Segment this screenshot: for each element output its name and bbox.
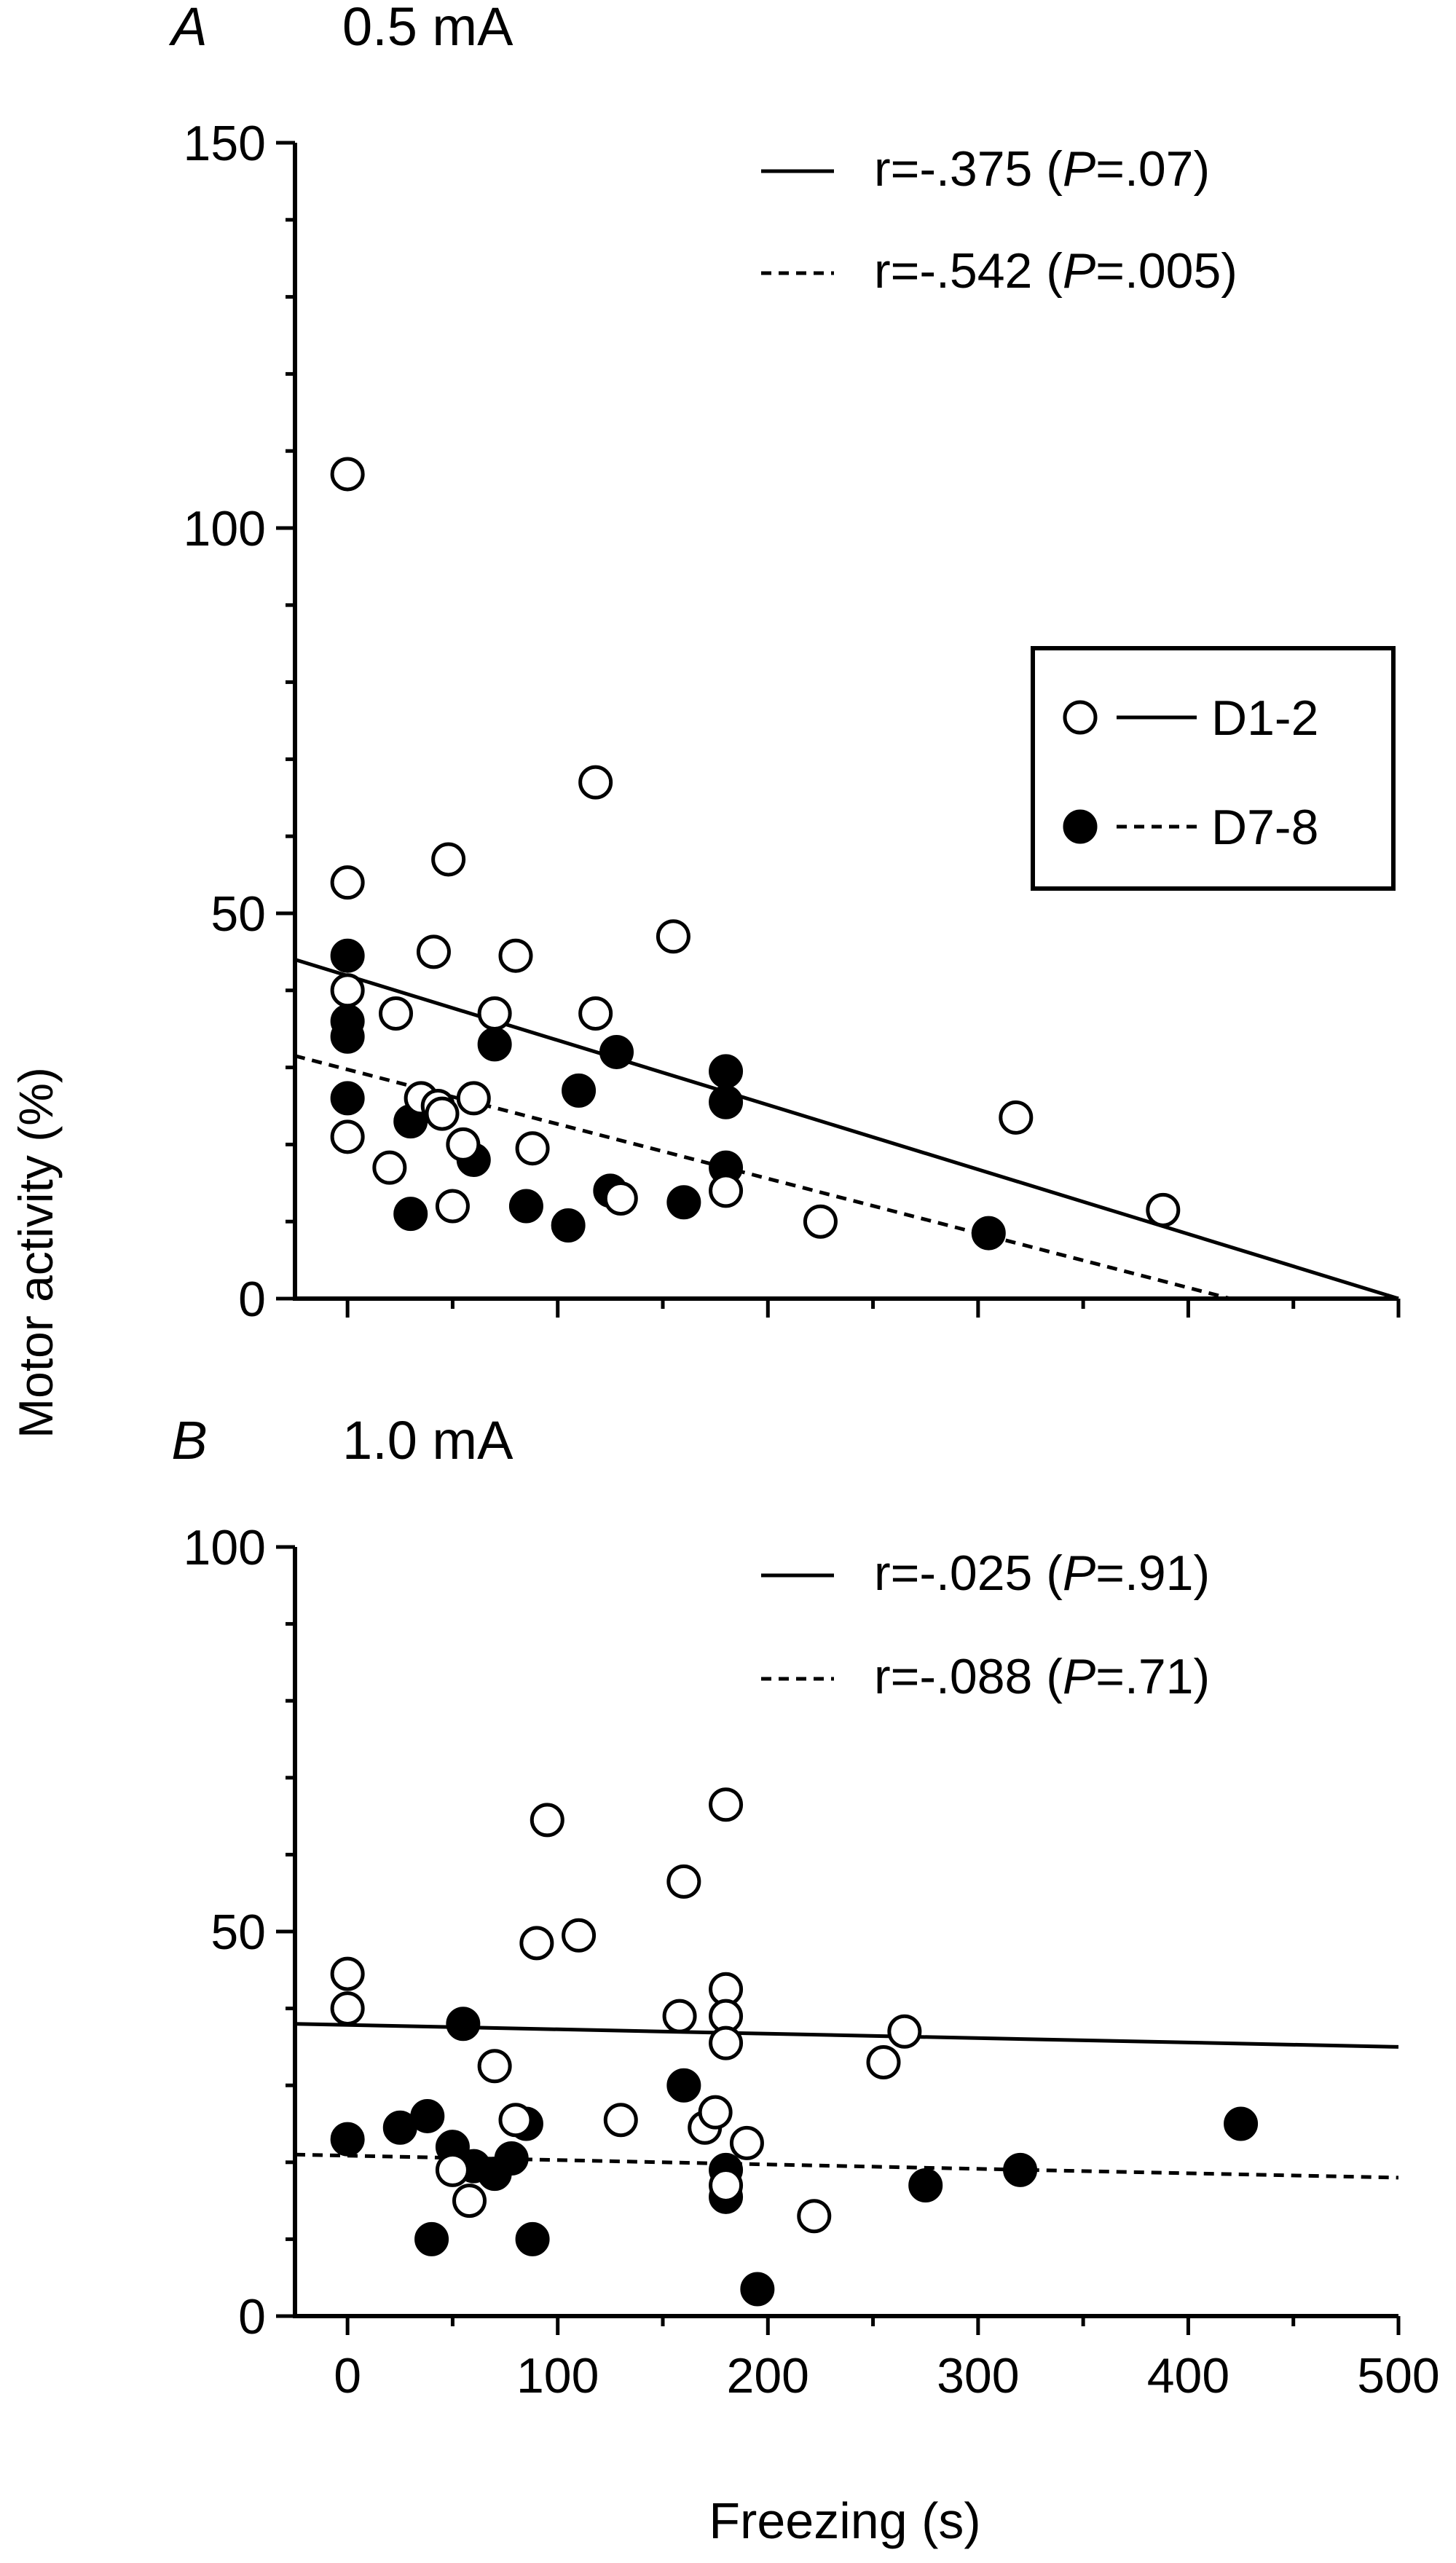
data-point-d7-8 bbox=[410, 2098, 445, 2133]
legend-label: D7-8 bbox=[1211, 800, 1318, 855]
x-tick-label: 300 bbox=[937, 2348, 1019, 2403]
y-tick-label: 50 bbox=[210, 1905, 266, 1960]
correlation-annotation: r=-.542 (P=.005) bbox=[874, 243, 1237, 299]
data-point-d1-2 bbox=[530, 1803, 564, 1838]
data-point-d7-8 bbox=[666, 1185, 701, 1220]
y-tick-label: 100 bbox=[184, 1520, 266, 1575]
data-point-d1-2 bbox=[666, 1864, 701, 1899]
data-point-d7-8 bbox=[477, 1027, 512, 1062]
correlation-annotation: r=-.088 (P=.71) bbox=[874, 1649, 1210, 1704]
panel-a-title: 0.5 mA bbox=[342, 0, 513, 57]
data-point-d1-2 bbox=[887, 2014, 922, 2049]
data-point-d1-2 bbox=[330, 1956, 365, 1991]
data-point-d1-2 bbox=[709, 1787, 744, 1822]
data-point-d1-2 bbox=[603, 2103, 638, 2138]
data-point-d7-8 bbox=[551, 1208, 586, 1243]
legend-label: D1-2 bbox=[1211, 690, 1318, 746]
data-point-d1-2 bbox=[709, 1173, 744, 1208]
data-point-d1-2 bbox=[999, 1100, 1034, 1135]
data-point-d1-2 bbox=[803, 1204, 838, 1239]
correlation-annotation: r=-.025 (P=.91) bbox=[874, 1546, 1210, 1601]
y-tick-label: 0 bbox=[238, 1272, 266, 1327]
data-point-d1-2 bbox=[498, 938, 533, 973]
x-tick-label: 500 bbox=[1357, 2348, 1439, 2403]
data-point-d1-2 bbox=[519, 1926, 554, 1961]
data-point-d7-8 bbox=[515, 2221, 550, 2256]
data-point-d1-2 bbox=[330, 1119, 365, 1154]
data-point-d7-8 bbox=[393, 1197, 428, 1232]
data-point-d1-2 bbox=[797, 2199, 832, 2234]
data-point-d7-8 bbox=[666, 2068, 701, 2103]
y-axis-label: Motor activity (%) bbox=[9, 1067, 63, 1438]
data-point-d7-8 bbox=[740, 2272, 775, 2307]
data-point-d1-2 bbox=[515, 1131, 550, 1166]
data-point-d1-2 bbox=[425, 1096, 460, 1131]
correlation-annotation: r=-.375 (P=.07) bbox=[874, 141, 1210, 197]
data-point-d7-8 bbox=[330, 2122, 365, 2157]
data-point-d7-8 bbox=[330, 1019, 365, 1054]
data-point-d7-8 bbox=[709, 1054, 744, 1089]
data-point-d1-2 bbox=[330, 1991, 365, 2026]
data-point-d1-2 bbox=[452, 2184, 487, 2218]
panel-b-letter: B bbox=[171, 1410, 207, 1471]
data-point-d7-8 bbox=[494, 2141, 529, 2176]
data-point-d7-8 bbox=[508, 1189, 543, 1224]
panel-b: B 1.0 mA Freezing (s) 0 50 100 0 100 200 300 40… bbox=[171, 1410, 1439, 2549]
y-tick-label: 50 bbox=[210, 886, 266, 942]
data-point-d1-2 bbox=[603, 1181, 638, 1216]
data-point-d1-2 bbox=[446, 1127, 481, 1162]
data-point-d7-8 bbox=[414, 2221, 449, 2256]
data-point-d1-2 bbox=[330, 973, 365, 1008]
data-point-d1-2 bbox=[866, 2045, 901, 2080]
data-point-d1-2 bbox=[656, 919, 690, 954]
x-tick-label: 100 bbox=[516, 2348, 599, 2403]
data-point-d1-2 bbox=[416, 934, 451, 969]
data-point-d1-2 bbox=[435, 1189, 470, 1224]
data-point-d1-2 bbox=[435, 2152, 470, 2187]
data-point-d1-2 bbox=[477, 2049, 512, 2084]
y-tick-label: 150 bbox=[184, 116, 266, 171]
panel-a: A 0.5 mA 0 50 100 150 r=-.375 (P=.07) r=-.542… bbox=[168, 0, 1401, 1327]
data-point-d1-2 bbox=[709, 2168, 744, 2202]
panel-b-title: 1.0 mA bbox=[342, 1410, 513, 1471]
data-point-d7-8 bbox=[446, 2007, 481, 2042]
data-point-d7-8 bbox=[908, 2168, 943, 2202]
panel-a-letter: A bbox=[168, 0, 207, 57]
data-point-d7-8 bbox=[330, 1081, 365, 1116]
data-point-d7-8 bbox=[971, 1216, 1006, 1251]
data-point-d1-2 bbox=[498, 2103, 533, 2138]
x-tick-label: 200 bbox=[727, 2348, 809, 2403]
data-point-d1-2 bbox=[729, 2125, 764, 2160]
x-tick-label: 0 bbox=[334, 2348, 361, 2403]
data-point-d1-2 bbox=[456, 1081, 491, 1116]
data-point-d1-2 bbox=[477, 996, 512, 1031]
data-point-d1-2 bbox=[431, 842, 466, 877]
data-point-d1-2 bbox=[1146, 1192, 1181, 1227]
data-point-d1-2 bbox=[372, 1150, 407, 1185]
legend-marker bbox=[1063, 809, 1098, 844]
data-point-d1-2 bbox=[562, 1918, 597, 1953]
x-tick-label: 400 bbox=[1147, 2348, 1229, 2403]
y-tick-label: 100 bbox=[184, 501, 266, 556]
data-point-d1-2 bbox=[330, 457, 365, 492]
data-point-d7-8 bbox=[709, 1084, 744, 1119]
y-tick-label: 0 bbox=[238, 2289, 266, 2345]
data-point-d7-8 bbox=[599, 1034, 634, 1069]
data-point-d1-2 bbox=[662, 1999, 697, 2034]
data-point-d1-2 bbox=[698, 2095, 733, 2130]
data-point-d1-2 bbox=[578, 765, 613, 800]
legend-marker bbox=[1063, 700, 1098, 735]
x-axis-label: Freezing (s) bbox=[709, 2492, 980, 2549]
data-point-d1-2 bbox=[330, 865, 365, 900]
data-point-d7-8 bbox=[1003, 2152, 1038, 2187]
data-point-d7-8 bbox=[562, 1073, 597, 1108]
data-point-d7-8 bbox=[330, 938, 365, 973]
data-point-d1-2 bbox=[379, 996, 414, 1031]
data-point-d7-8 bbox=[1224, 2106, 1259, 2141]
data-point-d1-2 bbox=[709, 2025, 744, 2060]
data-point-d1-2 bbox=[578, 996, 613, 1031]
legend-box bbox=[1031, 646, 1396, 891]
